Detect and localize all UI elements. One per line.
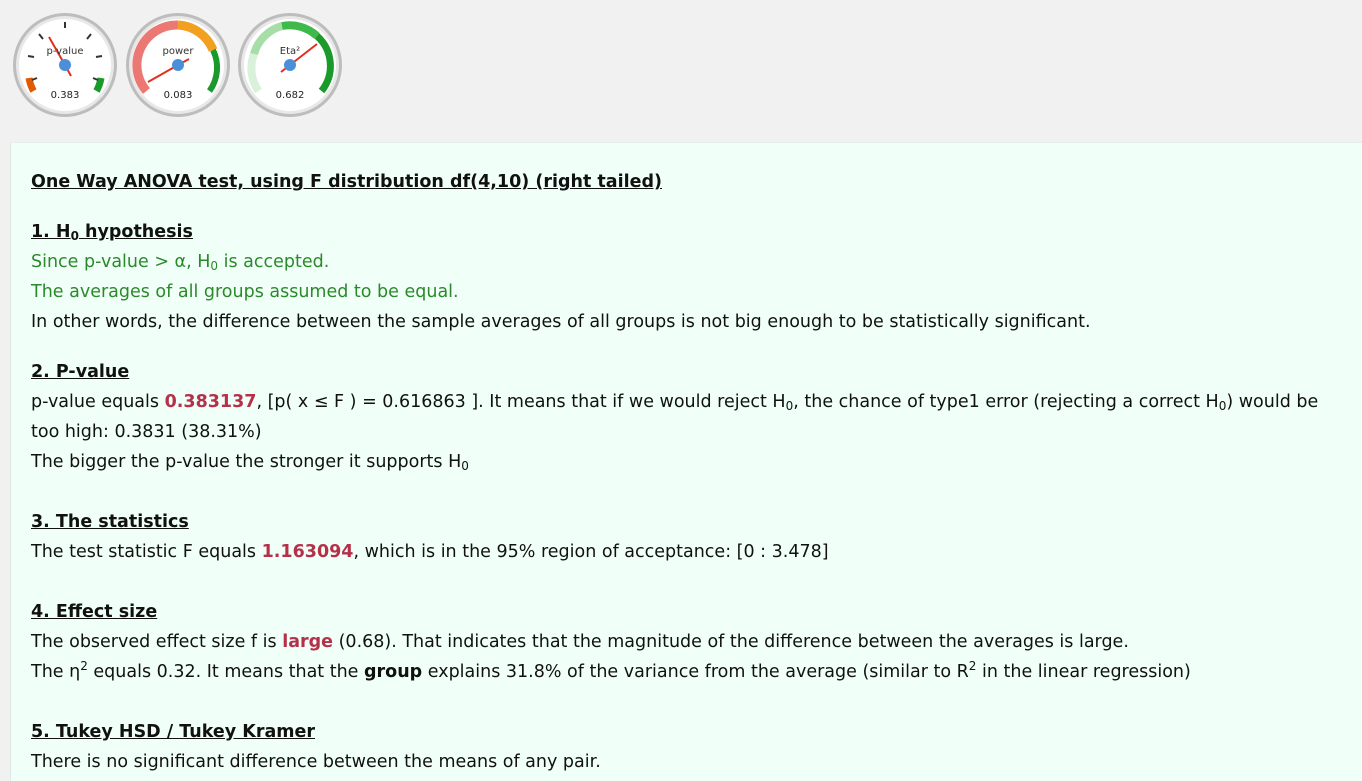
tukey-text: There is no significant difference betwe…: [31, 752, 601, 772]
power-gauge-value: 0.083: [163, 90, 193, 101]
hypothesis-conclusion: The averages of all groups assumed to be…: [31, 282, 459, 302]
power-gauge-label: power: [162, 46, 194, 57]
eta-gauge-value: 0.682: [275, 90, 305, 101]
pvalue-gauge-value: 0.383: [50, 90, 80, 101]
pvalue-gauge: p-value 0.383: [12, 12, 118, 118]
effect-size-text: The observed effect size f is large (0.6…: [31, 632, 1129, 652]
section-effect-size-title: 4. Effect size: [31, 602, 158, 622]
results-content: One Way ANOVA test, using F distribution…: [31, 167, 1351, 777]
power-gauge-dial: [126, 13, 230, 117]
f-statistic-value: 1.163094: [261, 542, 354, 562]
section-pvalue-title: 2. P-value: [31, 362, 130, 382]
section-statistics-title: 3. The statistics: [31, 512, 189, 532]
hypothesis-explanation: In other words, the difference between t…: [31, 312, 1091, 332]
pvalue-support-text: The bigger the p-value the stronger it s…: [31, 452, 469, 473]
gauge-bar: p-value 0.383 power 0.083: [0, 0, 1362, 130]
power-gauge: power 0.083: [125, 12, 231, 118]
eta-squared-text: The η2 equals 0.32. It means that the gr…: [31, 659, 1191, 682]
pvalue-gauge-dial: [13, 13, 117, 117]
effect-size-magnitude: large: [282, 632, 334, 652]
section-hypothesis-title: 1. H0 hypothesis: [31, 222, 193, 243]
hypothesis-result: Since p-value > α, H0 is accepted.: [31, 252, 330, 273]
results-panel: One Way ANOVA test, using F distribution…: [10, 142, 1362, 781]
section-tukey-title: 5. Tukey HSD / Tukey Kramer: [31, 722, 316, 742]
pvalue-text: p-value equals 0.383137, [p( x ≤ F ) = 0…: [31, 392, 1319, 442]
eta-gauge: Eta² 0.682: [237, 12, 343, 118]
pvalue-gauge-label: p-value: [46, 46, 84, 57]
eta-gauge-label: Eta²: [279, 46, 301, 57]
pvalue-value: 0.383137: [164, 392, 257, 412]
statistics-text: The test statistic F equals 1.163094, wh…: [31, 542, 829, 562]
eta-gauge-dial: [238, 13, 342, 117]
report-title: One Way ANOVA test, using F distribution…: [31, 172, 662, 192]
